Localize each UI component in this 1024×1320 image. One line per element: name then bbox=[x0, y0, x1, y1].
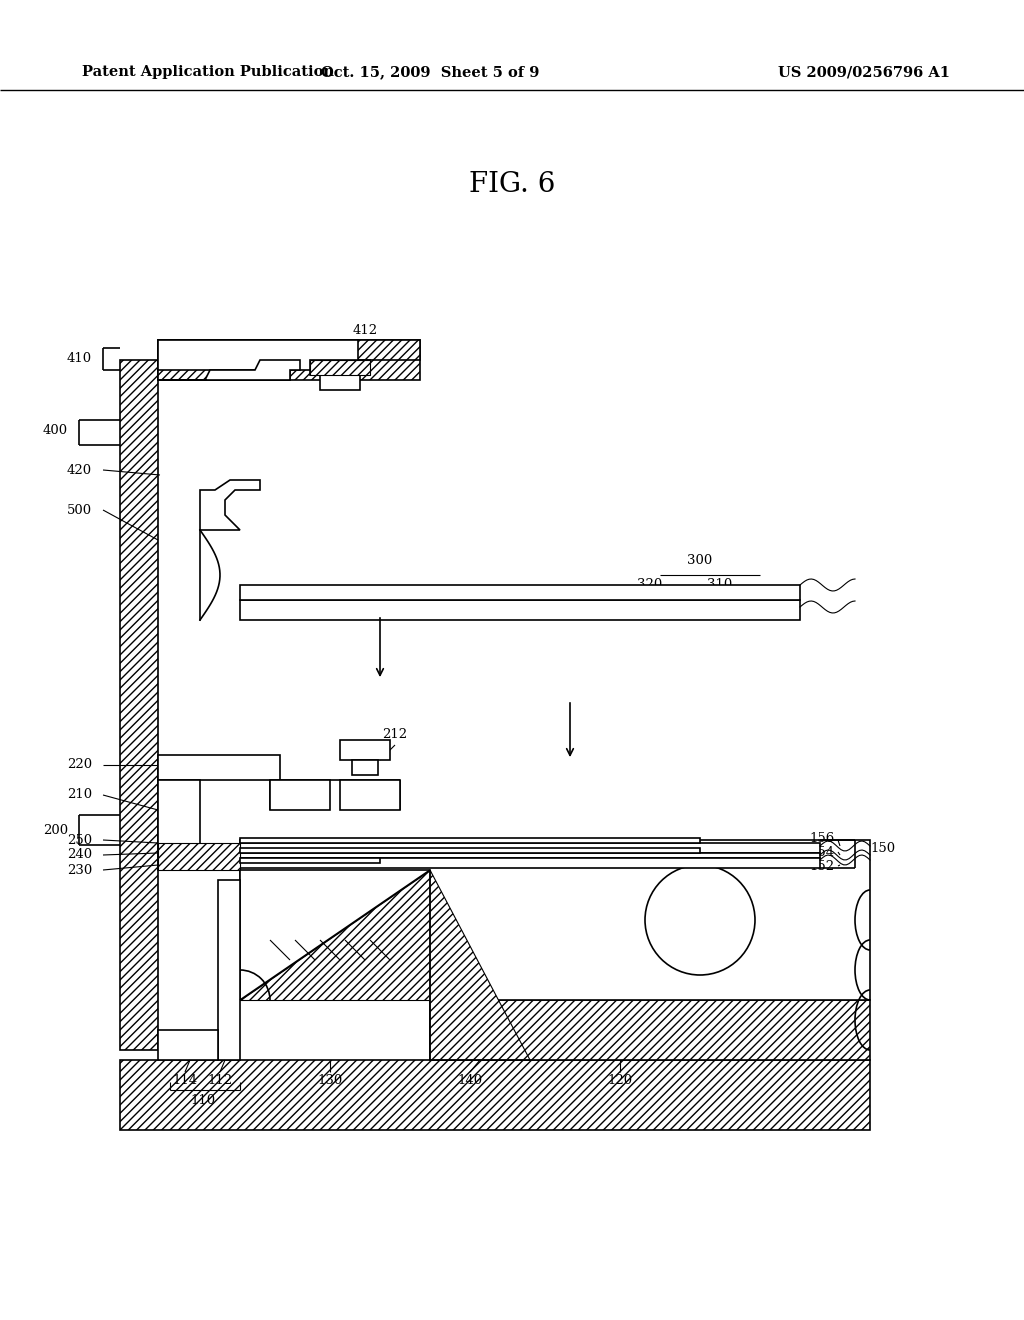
Text: US 2009/0256796 A1: US 2009/0256796 A1 bbox=[778, 65, 950, 79]
Text: 212: 212 bbox=[382, 729, 408, 742]
Text: 400: 400 bbox=[43, 424, 68, 437]
Text: 112: 112 bbox=[208, 1073, 232, 1086]
Polygon shape bbox=[240, 870, 430, 1001]
Text: 200: 200 bbox=[43, 824, 68, 837]
Text: Oct. 15, 2009  Sheet 5 of 9: Oct. 15, 2009 Sheet 5 of 9 bbox=[321, 65, 540, 79]
Bar bbox=[158, 755, 280, 780]
Text: 420: 420 bbox=[67, 463, 92, 477]
Text: Patent Application Publication: Patent Application Publication bbox=[82, 65, 334, 79]
Bar bbox=[158, 341, 420, 380]
Bar bbox=[240, 601, 800, 620]
Text: 120: 120 bbox=[607, 1073, 633, 1086]
Bar bbox=[158, 780, 200, 870]
Text: 240: 240 bbox=[67, 849, 92, 862]
Text: FIG. 6: FIG. 6 bbox=[469, 172, 555, 198]
Text: 320: 320 bbox=[637, 578, 663, 591]
Bar bbox=[340, 741, 390, 760]
Text: 310: 310 bbox=[708, 578, 732, 591]
Text: 130: 130 bbox=[317, 1073, 343, 1086]
Polygon shape bbox=[158, 341, 420, 380]
Bar bbox=[218, 880, 240, 1060]
Bar bbox=[430, 1001, 870, 1060]
Text: 410: 410 bbox=[67, 351, 92, 364]
Text: 154: 154 bbox=[810, 846, 835, 858]
Polygon shape bbox=[240, 840, 870, 1001]
Text: 412: 412 bbox=[352, 323, 378, 337]
Text: 140: 140 bbox=[458, 1073, 482, 1086]
Bar bbox=[352, 760, 378, 775]
Text: 230: 230 bbox=[67, 863, 92, 876]
Bar bbox=[120, 360, 158, 1049]
Polygon shape bbox=[430, 870, 530, 1060]
Bar bbox=[240, 858, 820, 869]
Text: 156: 156 bbox=[810, 832, 835, 845]
Polygon shape bbox=[158, 360, 300, 380]
Bar bbox=[158, 843, 240, 870]
Text: 220: 220 bbox=[67, 759, 92, 771]
Text: 210: 210 bbox=[67, 788, 92, 801]
Bar bbox=[310, 360, 370, 375]
Bar bbox=[240, 858, 380, 863]
Text: 114: 114 bbox=[172, 1073, 198, 1086]
Bar bbox=[340, 780, 400, 810]
Polygon shape bbox=[200, 480, 260, 531]
Bar bbox=[240, 838, 700, 843]
Bar bbox=[240, 585, 800, 601]
Polygon shape bbox=[240, 870, 430, 1001]
Bar bbox=[319, 375, 360, 389]
Bar bbox=[310, 360, 370, 375]
Bar bbox=[240, 853, 820, 858]
Bar bbox=[120, 1060, 870, 1130]
Bar bbox=[270, 780, 330, 810]
Text: 152: 152 bbox=[810, 859, 835, 873]
Bar bbox=[240, 843, 820, 853]
Text: 500: 500 bbox=[67, 503, 92, 516]
Bar bbox=[158, 341, 358, 370]
Text: 300: 300 bbox=[687, 553, 713, 566]
Text: 110: 110 bbox=[190, 1093, 216, 1106]
Text: 250: 250 bbox=[67, 833, 92, 846]
Text: 150: 150 bbox=[870, 842, 895, 854]
Bar bbox=[158, 1030, 218, 1060]
Bar bbox=[240, 847, 700, 853]
